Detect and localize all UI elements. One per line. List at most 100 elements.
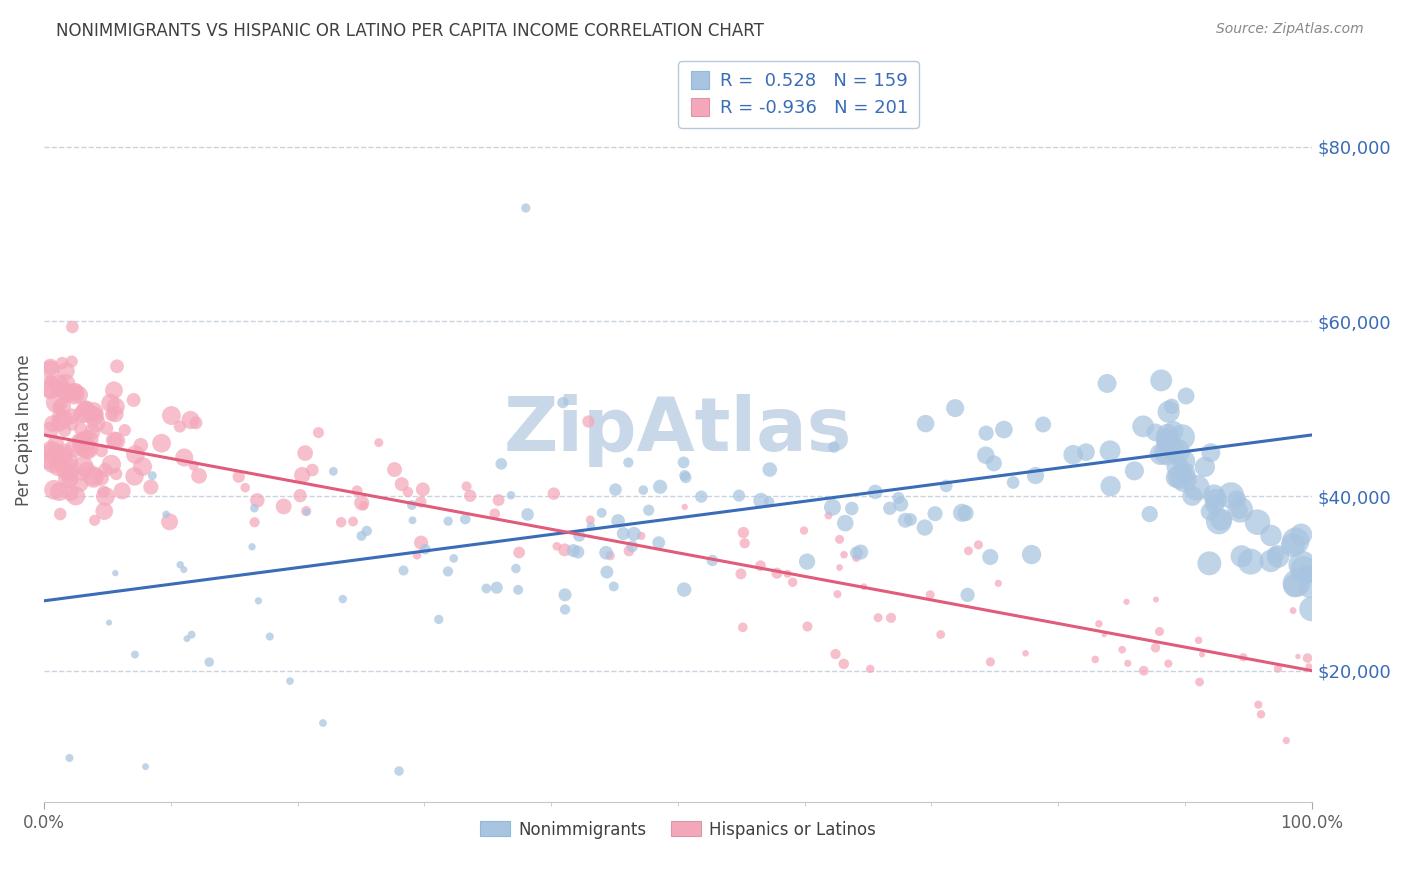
Point: [955, 506, 977, 520]
Point: [273, 500, 295, 514]
Point: [796, 619, 818, 633]
Point: [83, 408, 105, 422]
Point: [48, 401, 70, 415]
Point: [979, 549, 1001, 564]
Point: [993, 423, 1015, 437]
Point: [124, 448, 146, 462]
Point: [1084, 652, 1107, 666]
Point: [259, 630, 281, 644]
Point: [1199, 446, 1222, 460]
Point: [1132, 419, 1154, 434]
Point: [890, 497, 912, 511]
Point: [1156, 427, 1178, 442]
Point: [1229, 502, 1251, 516]
Point: [1154, 438, 1177, 452]
Point: [1014, 646, 1036, 660]
Point: [82, 425, 104, 439]
Point: [637, 503, 659, 517]
Point: [859, 662, 882, 676]
Point: [1156, 446, 1178, 460]
Point: [100, 408, 122, 422]
Point: [1024, 468, 1046, 483]
Point: [1296, 651, 1319, 665]
Point: [155, 508, 177, 522]
Point: [817, 508, 839, 523]
Point: [94, 489, 117, 503]
Point: [63, 387, 86, 401]
Point: [59, 472, 82, 486]
Point: [1032, 417, 1054, 432]
Point: [1298, 581, 1320, 595]
Point: [69, 422, 91, 436]
Point: [924, 507, 946, 521]
Point: [322, 464, 344, 478]
Point: [1202, 488, 1225, 502]
Point: [987, 576, 1010, 591]
Point: [141, 468, 163, 483]
Point: [562, 543, 585, 558]
Point: [612, 526, 634, 541]
Point: [852, 580, 875, 594]
Point: [894, 513, 917, 527]
Point: [863, 484, 886, 499]
Point: [1289, 527, 1312, 541]
Point: [1198, 557, 1220, 571]
Point: [845, 546, 868, 560]
Point: [70, 437, 93, 451]
Point: [79, 403, 101, 417]
Point: [1149, 447, 1171, 461]
Point: [929, 627, 952, 641]
Point: [967, 538, 990, 552]
Point: [650, 480, 672, 494]
Point: [730, 566, 752, 581]
Point: [41, 455, 63, 469]
Point: [70, 477, 93, 491]
Point: [796, 555, 818, 569]
Point: [228, 469, 250, 483]
Point: [103, 433, 125, 447]
Point: [350, 496, 373, 510]
Point: [1111, 642, 1133, 657]
Point: [731, 620, 754, 634]
Point: [396, 485, 419, 500]
Point: [957, 544, 980, 558]
Point: [454, 512, 477, 526]
Point: [60, 454, 83, 468]
Point: [93, 484, 115, 499]
Point: [301, 463, 323, 477]
Point: [1194, 459, 1216, 474]
Point: [1250, 707, 1272, 722]
Point: [392, 564, 415, 578]
Point: [198, 655, 221, 669]
Point: [53, 464, 76, 478]
Point: [72, 433, 94, 447]
Point: [330, 515, 353, 529]
Point: [70, 441, 93, 455]
Point: [176, 632, 198, 646]
Point: [823, 440, 845, 454]
Point: [1267, 662, 1289, 676]
Point: [39, 363, 62, 377]
Point: [1284, 534, 1306, 549]
Point: [1185, 481, 1208, 495]
Point: [979, 655, 1001, 669]
Point: [766, 566, 789, 581]
Point: [98, 615, 121, 630]
Point: [342, 515, 364, 529]
Point: [845, 550, 868, 565]
Point: [1247, 698, 1270, 712]
Point: [749, 493, 772, 508]
Point: [307, 425, 329, 440]
Point: [346, 483, 368, 498]
Point: [605, 483, 627, 497]
Point: [776, 566, 799, 581]
Point: [1144, 425, 1167, 440]
Point: [278, 674, 301, 689]
Point: [159, 515, 181, 529]
Point: [1132, 664, 1154, 678]
Point: [53, 377, 76, 392]
Point: [83, 513, 105, 527]
Point: [1175, 389, 1198, 403]
Point: [630, 529, 652, 543]
Point: [841, 501, 863, 516]
